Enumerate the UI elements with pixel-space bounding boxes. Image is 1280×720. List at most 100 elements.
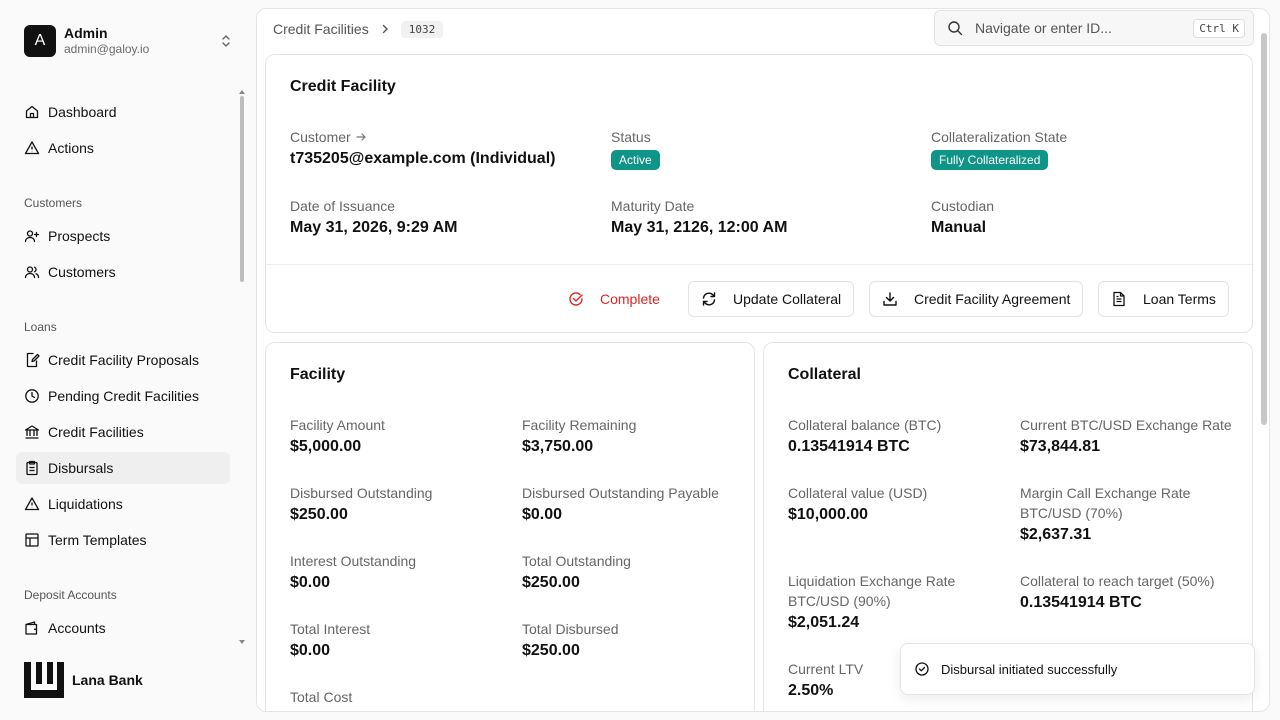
total-outstanding-field: Total Outstanding $250.00 bbox=[522, 551, 631, 593]
breadcrumb: Credit Facilities 1032 bbox=[273, 19, 444, 39]
sidebar-item-customers[interactable]: Customers bbox=[16, 256, 230, 288]
field-value: $250.00 bbox=[522, 574, 580, 591]
toast-notification[interactable]: Disbursal initiated successfully bbox=[900, 643, 1255, 695]
sidebar: A Admin admin@galoy.io Dashboard Actions… bbox=[0, 0, 256, 720]
chevron-right-icon bbox=[382, 24, 388, 34]
field-label: BTC/USD (70%) bbox=[1020, 505, 1123, 521]
nav-group-label: Loans bbox=[24, 320, 57, 334]
field-label: Margin Call Exchange Rate bbox=[1020, 485, 1191, 501]
current-ltv-field: Current LTV 2.50% bbox=[788, 659, 863, 701]
main-panel: Credit Facilities 1032 Ctrl K Credit Fac… bbox=[256, 8, 1270, 712]
status-label: Status bbox=[611, 129, 651, 145]
field-label: Disbursed Outstanding Payable bbox=[522, 485, 719, 501]
chevrons-up-down-icon bbox=[222, 35, 230, 47]
maturity-value: May 31, 2126, 12:00 AM bbox=[611, 219, 788, 236]
sidebar-item-label: Credit Facility Proposals bbox=[48, 352, 199, 368]
user-plus-icon bbox=[24, 230, 40, 243]
download-icon bbox=[883, 292, 897, 306]
sidebar-item-liquidations[interactable]: Liquidations bbox=[16, 488, 230, 520]
issuance-value: May 31, 2026, 9:29 AM bbox=[290, 219, 458, 236]
sidebar-item-pending-credit-facilities[interactable]: Pending Credit Facilities bbox=[16, 380, 230, 412]
field-value: $10,000.00 bbox=[788, 506, 869, 523]
update-collateral-button[interactable]: Update Collateral bbox=[688, 281, 855, 317]
customer-value[interactable]: t735205@example.com (Individual) bbox=[290, 150, 556, 167]
collateral-balance-field: Collateral balance (BTC) 0.13541914 BTC bbox=[788, 415, 941, 457]
file-edit-icon bbox=[26, 352, 40, 368]
loan-terms-button[interactable]: Loan Terms bbox=[1098, 281, 1229, 317]
sidebar-item-prospects[interactable]: Prospects bbox=[16, 220, 230, 252]
field-label: BTC/USD (90%) bbox=[788, 593, 891, 609]
sidebar-item-credit-facilities[interactable]: Credit Facilities bbox=[16, 416, 230, 448]
toast-message: Disbursal initiated successfully bbox=[941, 661, 1118, 677]
maturity-label: Maturity Date bbox=[611, 198, 695, 214]
refresh-icon bbox=[702, 292, 716, 306]
field-value: $2,051.24 bbox=[788, 614, 860, 631]
sidebar-scroll-up[interactable] bbox=[239, 90, 245, 94]
field-label: Facility Amount bbox=[290, 417, 385, 433]
field-value: $2,637.31 bbox=[1020, 526, 1092, 543]
sidebar-scroll-down[interactable] bbox=[239, 640, 245, 644]
issuance-date-field: Date of Issuance May 31, 2026, 9:29 AM bbox=[290, 196, 458, 238]
facility-amount-field: Facility Amount $5,000.00 bbox=[290, 415, 385, 457]
sidebar-item-label: Credit Facilities bbox=[48, 424, 144, 440]
collateral-to-target-field: Collateral to reach target (50%) 0.13541… bbox=[1020, 571, 1215, 613]
field-label: Current BTC/USD Exchange Rate bbox=[1020, 417, 1232, 433]
credit-facility-agreement-button[interactable]: Credit Facility Agreement bbox=[869, 281, 1084, 317]
sidebar-item-dashboard[interactable]: Dashboard bbox=[16, 96, 230, 128]
breadcrumb-id: 1032 bbox=[400, 20, 444, 38]
sidebar-item-label: Term Templates bbox=[48, 532, 147, 548]
search-input[interactable] bbox=[975, 20, 1194, 36]
nav-group-label: Customers bbox=[24, 196, 83, 210]
custodian-field: Custodian Manual bbox=[931, 196, 994, 238]
clock-icon bbox=[25, 389, 39, 403]
field-label: Interest Outstanding bbox=[290, 553, 417, 569]
main-scrollbar[interactable] bbox=[1261, 33, 1267, 425]
arrow-right-icon[interactable] bbox=[355, 131, 367, 143]
sidebar-item-actions[interactable]: Actions bbox=[16, 132, 230, 164]
maturity-date-field: Maturity Date May 31, 2126, 12:00 AM bbox=[611, 196, 787, 238]
sidebar-item-label: Accounts bbox=[48, 620, 106, 636]
shortcut-hint: Ctrl K bbox=[1193, 18, 1245, 38]
credit-facility-card: Credit Facility Customer t735205@example… bbox=[265, 54, 1253, 333]
sidebar-item-term-templates[interactable]: Term Templates bbox=[16, 524, 230, 556]
collateralization-state-field: Collateralization State Fully Collateral… bbox=[931, 127, 1067, 170]
field-label: Total Outstanding bbox=[522, 553, 631, 569]
interest-outstanding-field: Interest Outstanding $0.00 bbox=[290, 551, 416, 593]
sidebar-item-accounts[interactable]: Accounts bbox=[16, 612, 230, 644]
total-disbursed-field: Total Disbursed $250.00 bbox=[522, 619, 619, 661]
total-interest-field: Total Interest $0.00 bbox=[290, 619, 370, 661]
field-label: Disbursed Outstanding bbox=[290, 485, 433, 501]
field-value: 2.50% bbox=[788, 682, 834, 699]
liquidation-rate-field: Liquidation Exchange Rate BTC/USD (90%) … bbox=[788, 571, 955, 633]
clipboard-icon bbox=[26, 460, 38, 476]
complete-label: Complete bbox=[600, 291, 660, 307]
search-box[interactable]: Ctrl K bbox=[934, 10, 1254, 46]
complete-button[interactable]: Complete bbox=[556, 281, 672, 317]
sidebar-item-label: Customers bbox=[48, 264, 116, 280]
sidebar-scrollbar[interactable] bbox=[240, 96, 244, 282]
divider bbox=[266, 264, 1252, 265]
sidebar-item-label: Disbursals bbox=[48, 460, 114, 476]
card-title: Collateral bbox=[788, 366, 861, 383]
home-icon bbox=[25, 105, 39, 119]
custodian-label: Custodian bbox=[931, 198, 995, 214]
issuance-label: Date of Issuance bbox=[290, 198, 396, 214]
breadcrumb-section[interactable]: Credit Facilities bbox=[273, 21, 369, 37]
loan-terms-label: Loan Terms bbox=[1143, 291, 1216, 307]
user-name: Admin bbox=[64, 25, 108, 41]
field-value: $3,750.00 bbox=[522, 438, 594, 455]
sidebar-item-credit-facility-proposals[interactable]: Credit Facility Proposals bbox=[16, 344, 230, 376]
field-label: Total Interest bbox=[290, 621, 371, 637]
field-label: Total Disbursed bbox=[522, 621, 619, 637]
facility-card: Facility Facility Amount $5,000.00 Facil… bbox=[265, 342, 755, 711]
disbursed-outstanding-field: Disbursed Outstanding $250.00 bbox=[290, 483, 432, 525]
template-icon bbox=[25, 533, 39, 547]
field-label: Liquidation Exchange Rate bbox=[788, 573, 956, 589]
sidebar-nav: Dashboard Actions Customers Prospects Cu… bbox=[16, 94, 230, 650]
field-value: $0.00 bbox=[290, 642, 331, 659]
user-switcher[interactable]: A Admin admin@galoy.io bbox=[24, 24, 234, 58]
field-value: 0.13541914 BTC bbox=[1020, 594, 1142, 611]
sidebar-item-disbursals[interactable]: Disbursals bbox=[16, 452, 230, 484]
sidebar-item-label: Pending Credit Facilities bbox=[48, 388, 199, 404]
field-value: $5,000.00 bbox=[290, 438, 362, 455]
